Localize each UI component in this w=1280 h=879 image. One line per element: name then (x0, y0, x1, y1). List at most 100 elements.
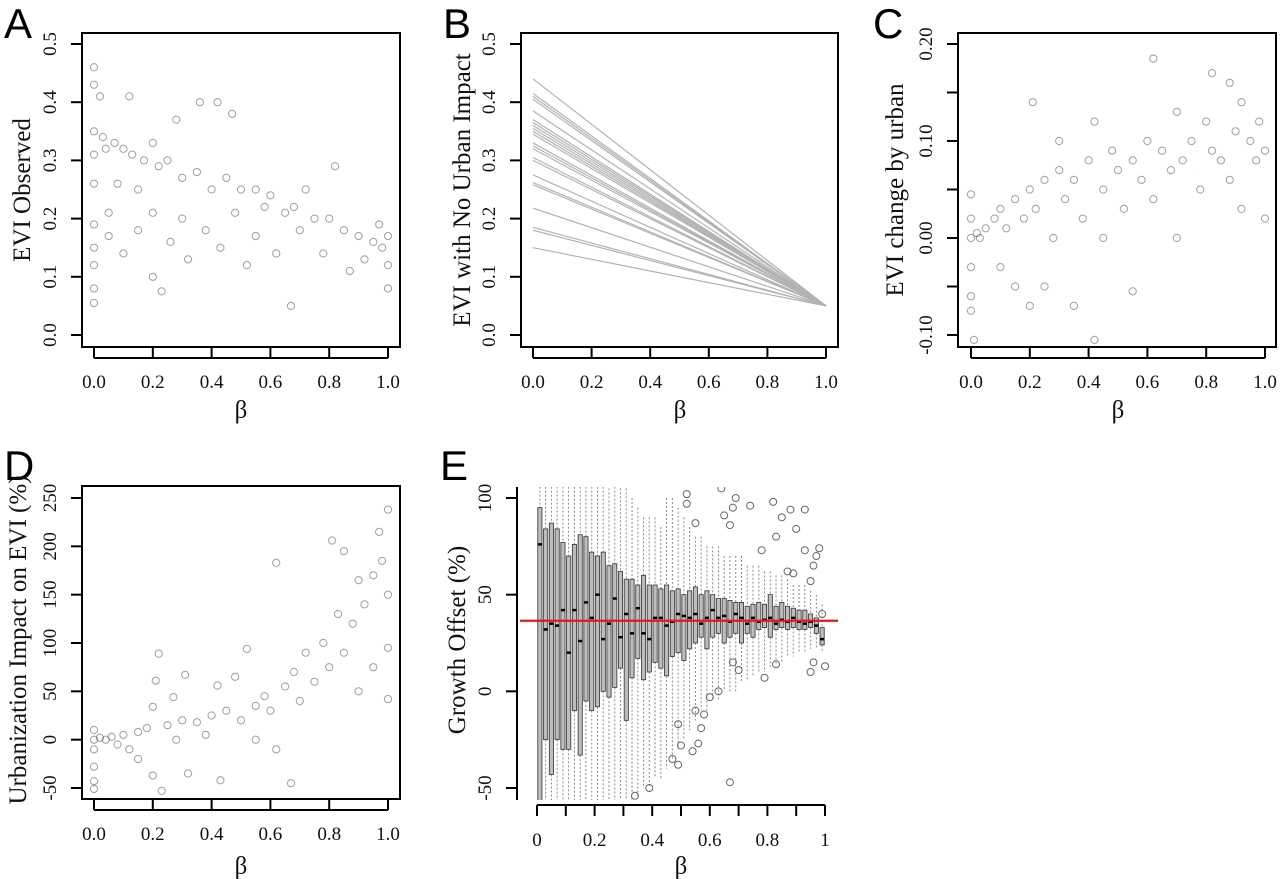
data-point (95, 92, 104, 101)
y-tick-label: 0 (475, 687, 496, 697)
y-tick-label: 0.20 (916, 27, 937, 60)
data-point (89, 284, 99, 293)
data-point (328, 536, 337, 545)
data-point (1055, 136, 1064, 146)
box-iqr (727, 600, 733, 638)
panel-letter: D (4, 442, 34, 489)
box-iqr (537, 507, 543, 800)
box (548, 487, 554, 800)
x-tick-label: 0.6 (259, 372, 283, 393)
data-point (981, 224, 990, 233)
panel-e: E -50 0 50 100 0 0.2 0.4 0.6 0.8 1 β Growth Offset (… (440, 442, 838, 879)
x-axis-title: β (235, 853, 248, 879)
series-line (532, 207, 827, 307)
data-point (1031, 204, 1040, 213)
x-tick-label: 0.8 (317, 824, 341, 845)
data-point (89, 63, 99, 72)
x-tick-label: 0.8 (756, 830, 780, 851)
data-point (383, 261, 393, 270)
outlier-point (700, 710, 709, 719)
outlier-point (645, 784, 654, 792)
box-iqr (641, 574, 647, 681)
box (704, 546, 710, 711)
data-point (319, 638, 328, 648)
y-tick-label: 250 (40, 484, 61, 513)
series-line (532, 184, 827, 307)
data-point (1237, 204, 1246, 213)
data-point (139, 156, 149, 165)
data-point (98, 133, 107, 142)
data-point (369, 663, 378, 672)
box (629, 498, 635, 800)
outlier-point (697, 724, 706, 733)
data-point (281, 682, 290, 691)
box-iqr (623, 578, 629, 721)
data-point (990, 214, 999, 223)
data-point (228, 109, 237, 118)
outlier-point (668, 755, 677, 763)
panel-b: B 0.0 0.1 0.2 0.3 0.4 0.5 0.0 0.2 0.4 0.6 0.8 1.0 β EV… (443, 0, 839, 424)
x-tick-label: 0.6 (697, 372, 721, 393)
x-tick-label: 1 (820, 830, 830, 851)
y-tick-label: 0.1 (40, 265, 61, 289)
y-tick-label: -50 (40, 775, 61, 800)
box-iqr (698, 594, 704, 638)
y-axis-title: Growth Offset (%) (444, 546, 471, 734)
data-point (272, 249, 281, 258)
data-point (213, 98, 222, 107)
box (687, 527, 693, 730)
data-point (1078, 214, 1087, 223)
outlier-point (800, 505, 809, 514)
data-point (1237, 98, 1246, 107)
data-point (89, 784, 99, 794)
data-point (125, 745, 134, 754)
box (779, 575, 785, 663)
series-line (532, 133, 827, 307)
data-point (251, 701, 260, 710)
outlier-point (677, 741, 685, 750)
outlier-point (728, 658, 737, 667)
box-iqr (612, 563, 618, 688)
data-point (154, 649, 163, 658)
data-point (266, 706, 275, 715)
data-point (1069, 301, 1079, 310)
data-point (310, 677, 319, 686)
y-tick-label: 50 (40, 682, 61, 701)
data-point (104, 208, 113, 217)
plot-frame (81, 32, 401, 348)
outlier-point (806, 668, 815, 676)
data-point (972, 229, 981, 238)
data-point (1049, 233, 1058, 243)
data-point (1025, 185, 1034, 194)
data-point (148, 771, 157, 780)
data-point (354, 231, 363, 241)
box (727, 556, 733, 692)
data-point (1090, 117, 1099, 126)
outlier-point (757, 546, 766, 555)
y-tick-label: 0.3 (479, 149, 500, 173)
data-point (378, 243, 387, 252)
box (721, 556, 727, 692)
box-iqr (577, 534, 583, 756)
y-tick-label: 0.5 (479, 32, 500, 56)
data-point (113, 179, 122, 188)
data-point (339, 547, 348, 556)
data-point (1108, 146, 1117, 155)
x-tick-label: 0.4 (640, 830, 664, 851)
data-point (181, 670, 190, 680)
x-axis-title: β (1112, 397, 1125, 424)
data-point (104, 231, 113, 241)
data-point (89, 298, 99, 308)
data-point (242, 261, 251, 270)
box (554, 487, 560, 800)
series-line (532, 110, 827, 307)
data-point (369, 571, 378, 580)
box (646, 517, 652, 788)
box (738, 556, 744, 682)
data-point (1225, 78, 1234, 87)
data-point (383, 590, 393, 599)
box-iqr (646, 584, 652, 673)
outlier-point (717, 487, 726, 493)
data-point (101, 144, 110, 153)
